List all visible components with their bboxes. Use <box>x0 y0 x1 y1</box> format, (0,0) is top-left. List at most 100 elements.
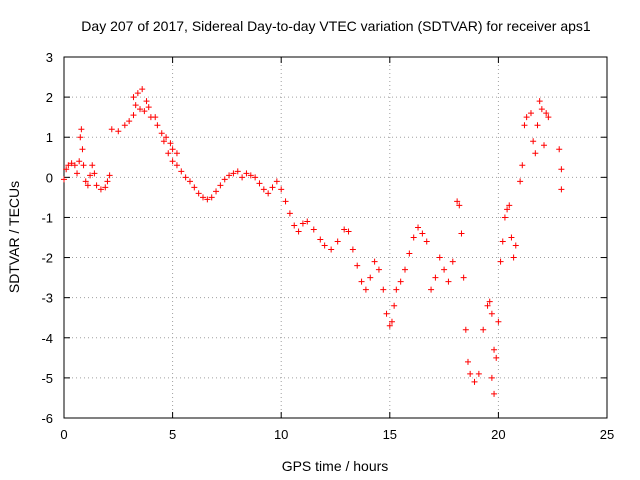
data-point <box>328 246 335 253</box>
data-point <box>512 242 519 249</box>
data-point <box>234 168 241 175</box>
data-point <box>386 322 393 329</box>
data-point <box>217 182 224 189</box>
data-point <box>317 236 324 243</box>
data-point <box>493 354 500 361</box>
data-point <box>74 170 81 177</box>
data-point <box>506 202 513 209</box>
data-point <box>415 224 422 231</box>
data-point <box>341 226 348 233</box>
data-point <box>79 146 86 153</box>
data-point <box>93 182 100 189</box>
data-point <box>178 168 185 175</box>
data-point <box>517 178 524 185</box>
data-point <box>291 222 298 229</box>
data-point <box>186 178 193 185</box>
data-point <box>68 160 75 167</box>
x-tick-label: 0 <box>60 427 67 442</box>
data-point <box>527 110 534 117</box>
data-point <box>130 112 137 119</box>
data-point <box>406 250 413 257</box>
data-point <box>558 186 565 193</box>
data-point <box>456 202 463 209</box>
y-tick-label: 3 <box>46 50 53 65</box>
data-point <box>77 134 84 141</box>
data-point <box>71 162 78 169</box>
data-point <box>393 286 400 293</box>
data-point <box>354 262 361 269</box>
data-point <box>508 234 515 241</box>
data-point <box>375 266 382 273</box>
data-point <box>536 98 543 105</box>
data-point <box>397 278 404 285</box>
data-point <box>321 242 328 249</box>
x-tick-label: 10 <box>274 427 288 442</box>
data-point <box>295 228 302 235</box>
data-point <box>80 162 87 169</box>
data-point <box>383 310 390 317</box>
y-tick-label: -4 <box>41 331 53 346</box>
plot-frame <box>63 56 608 419</box>
data-point <box>534 122 541 129</box>
data-point <box>488 310 495 317</box>
data-point <box>504 206 511 213</box>
data-point <box>349 246 356 253</box>
data-point <box>462 326 469 333</box>
y-tick-labels: -6 -5 -4 -3 -2 -1 0 1 2 3 <box>41 50 53 426</box>
data-point <box>126 118 133 125</box>
data-point <box>358 278 365 285</box>
data-point <box>169 146 176 153</box>
data-point <box>137 106 144 113</box>
x-tick-labels: 0 5 10 15 20 25 <box>60 427 614 442</box>
data-point <box>488 374 495 381</box>
data-point <box>260 186 267 193</box>
data-point <box>402 266 409 273</box>
x-tick-label: 15 <box>383 427 397 442</box>
data-point <box>497 258 504 265</box>
data-point <box>141 108 148 115</box>
data-point <box>154 122 161 129</box>
data-point <box>543 110 550 117</box>
data-point <box>226 172 233 179</box>
data-point <box>78 126 85 133</box>
data-point <box>428 286 435 293</box>
y-tick-label: -5 <box>41 371 53 386</box>
data-point <box>256 180 263 187</box>
data-point <box>213 188 220 195</box>
data-point <box>121 122 128 129</box>
data-point <box>410 234 417 241</box>
data-point <box>471 378 478 385</box>
data-point <box>501 214 508 221</box>
data-point <box>195 190 202 197</box>
data-point <box>152 114 159 121</box>
data-point <box>499 238 506 245</box>
data-point <box>391 302 398 309</box>
data-point <box>491 390 498 397</box>
y-tick-label: 2 <box>46 90 53 105</box>
data-point <box>464 358 471 365</box>
data-point <box>541 142 548 149</box>
data-point <box>204 196 211 203</box>
data-point <box>510 254 517 261</box>
data-point <box>558 166 565 173</box>
data-point <box>208 194 215 201</box>
data-point <box>545 114 552 121</box>
y-tick-label: -6 <box>41 411 53 426</box>
data-point <box>65 162 72 169</box>
data-point <box>445 278 452 285</box>
data-point <box>538 106 545 113</box>
data-point <box>169 158 176 165</box>
data-point <box>106 172 113 179</box>
data-point <box>243 170 250 177</box>
y-tick-label: -2 <box>41 251 53 266</box>
data-point <box>556 146 563 153</box>
data-point <box>84 182 91 189</box>
data-point <box>91 170 98 177</box>
data-point <box>304 218 311 225</box>
data-point <box>269 184 276 191</box>
data-point <box>200 194 207 201</box>
data-point <box>530 138 537 145</box>
data-point <box>182 174 189 181</box>
data-point <box>371 258 378 265</box>
data-point <box>273 178 280 185</box>
